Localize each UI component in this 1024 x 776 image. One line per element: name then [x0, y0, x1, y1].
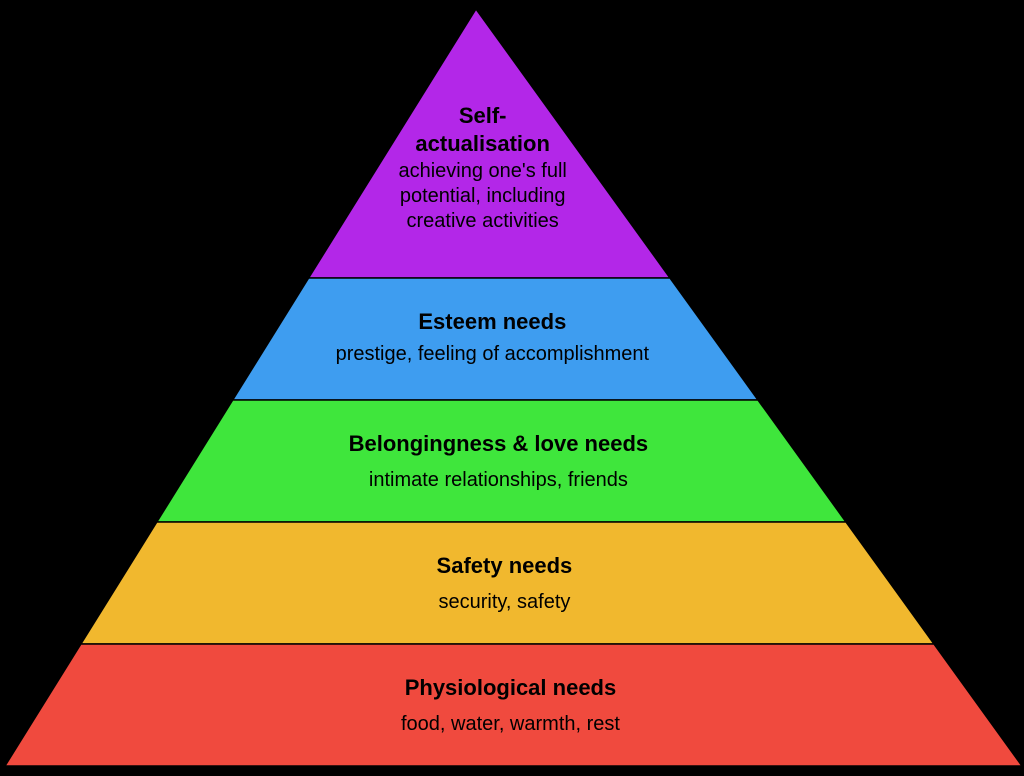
pyramid-diagram: Self-actualisationachieving one's full p… [0, 0, 1024, 776]
level-subtitle: intimate relationships, friends [148, 468, 848, 493]
level-label-physiological: Physiological needs food, water, warmth, … [0, 674, 1022, 737]
level-label-esteem: Esteem needs prestige, feeling of accompl… [0, 308, 1004, 367]
level-subtitle: food, water, warmth, rest [110, 712, 910, 737]
level-subtitle: achieving one's full potential, includin… [383, 159, 583, 234]
level-title: Physiological needs [110, 674, 910, 702]
level-title: Self-actualisation [398, 102, 568, 157]
level-label-belongingness: Belongingness & love needs intimate relat… [0, 430, 1010, 493]
level-label-self-actualisation: Self-actualisationachieving one's full p… [0, 102, 995, 234]
level-title: Belongingness & love needs [148, 430, 848, 458]
level-label-safety: Safety needs security, safety [0, 552, 1016, 615]
level-subtitle: security, safety [154, 590, 854, 615]
level-title: Safety needs [154, 552, 854, 580]
level-title: Esteem needs [192, 308, 792, 336]
level-subtitle: prestige, feeling of accomplishment [192, 342, 792, 367]
pyramid-labels: Self-actualisationachieving one's full p… [0, 0, 1024, 776]
